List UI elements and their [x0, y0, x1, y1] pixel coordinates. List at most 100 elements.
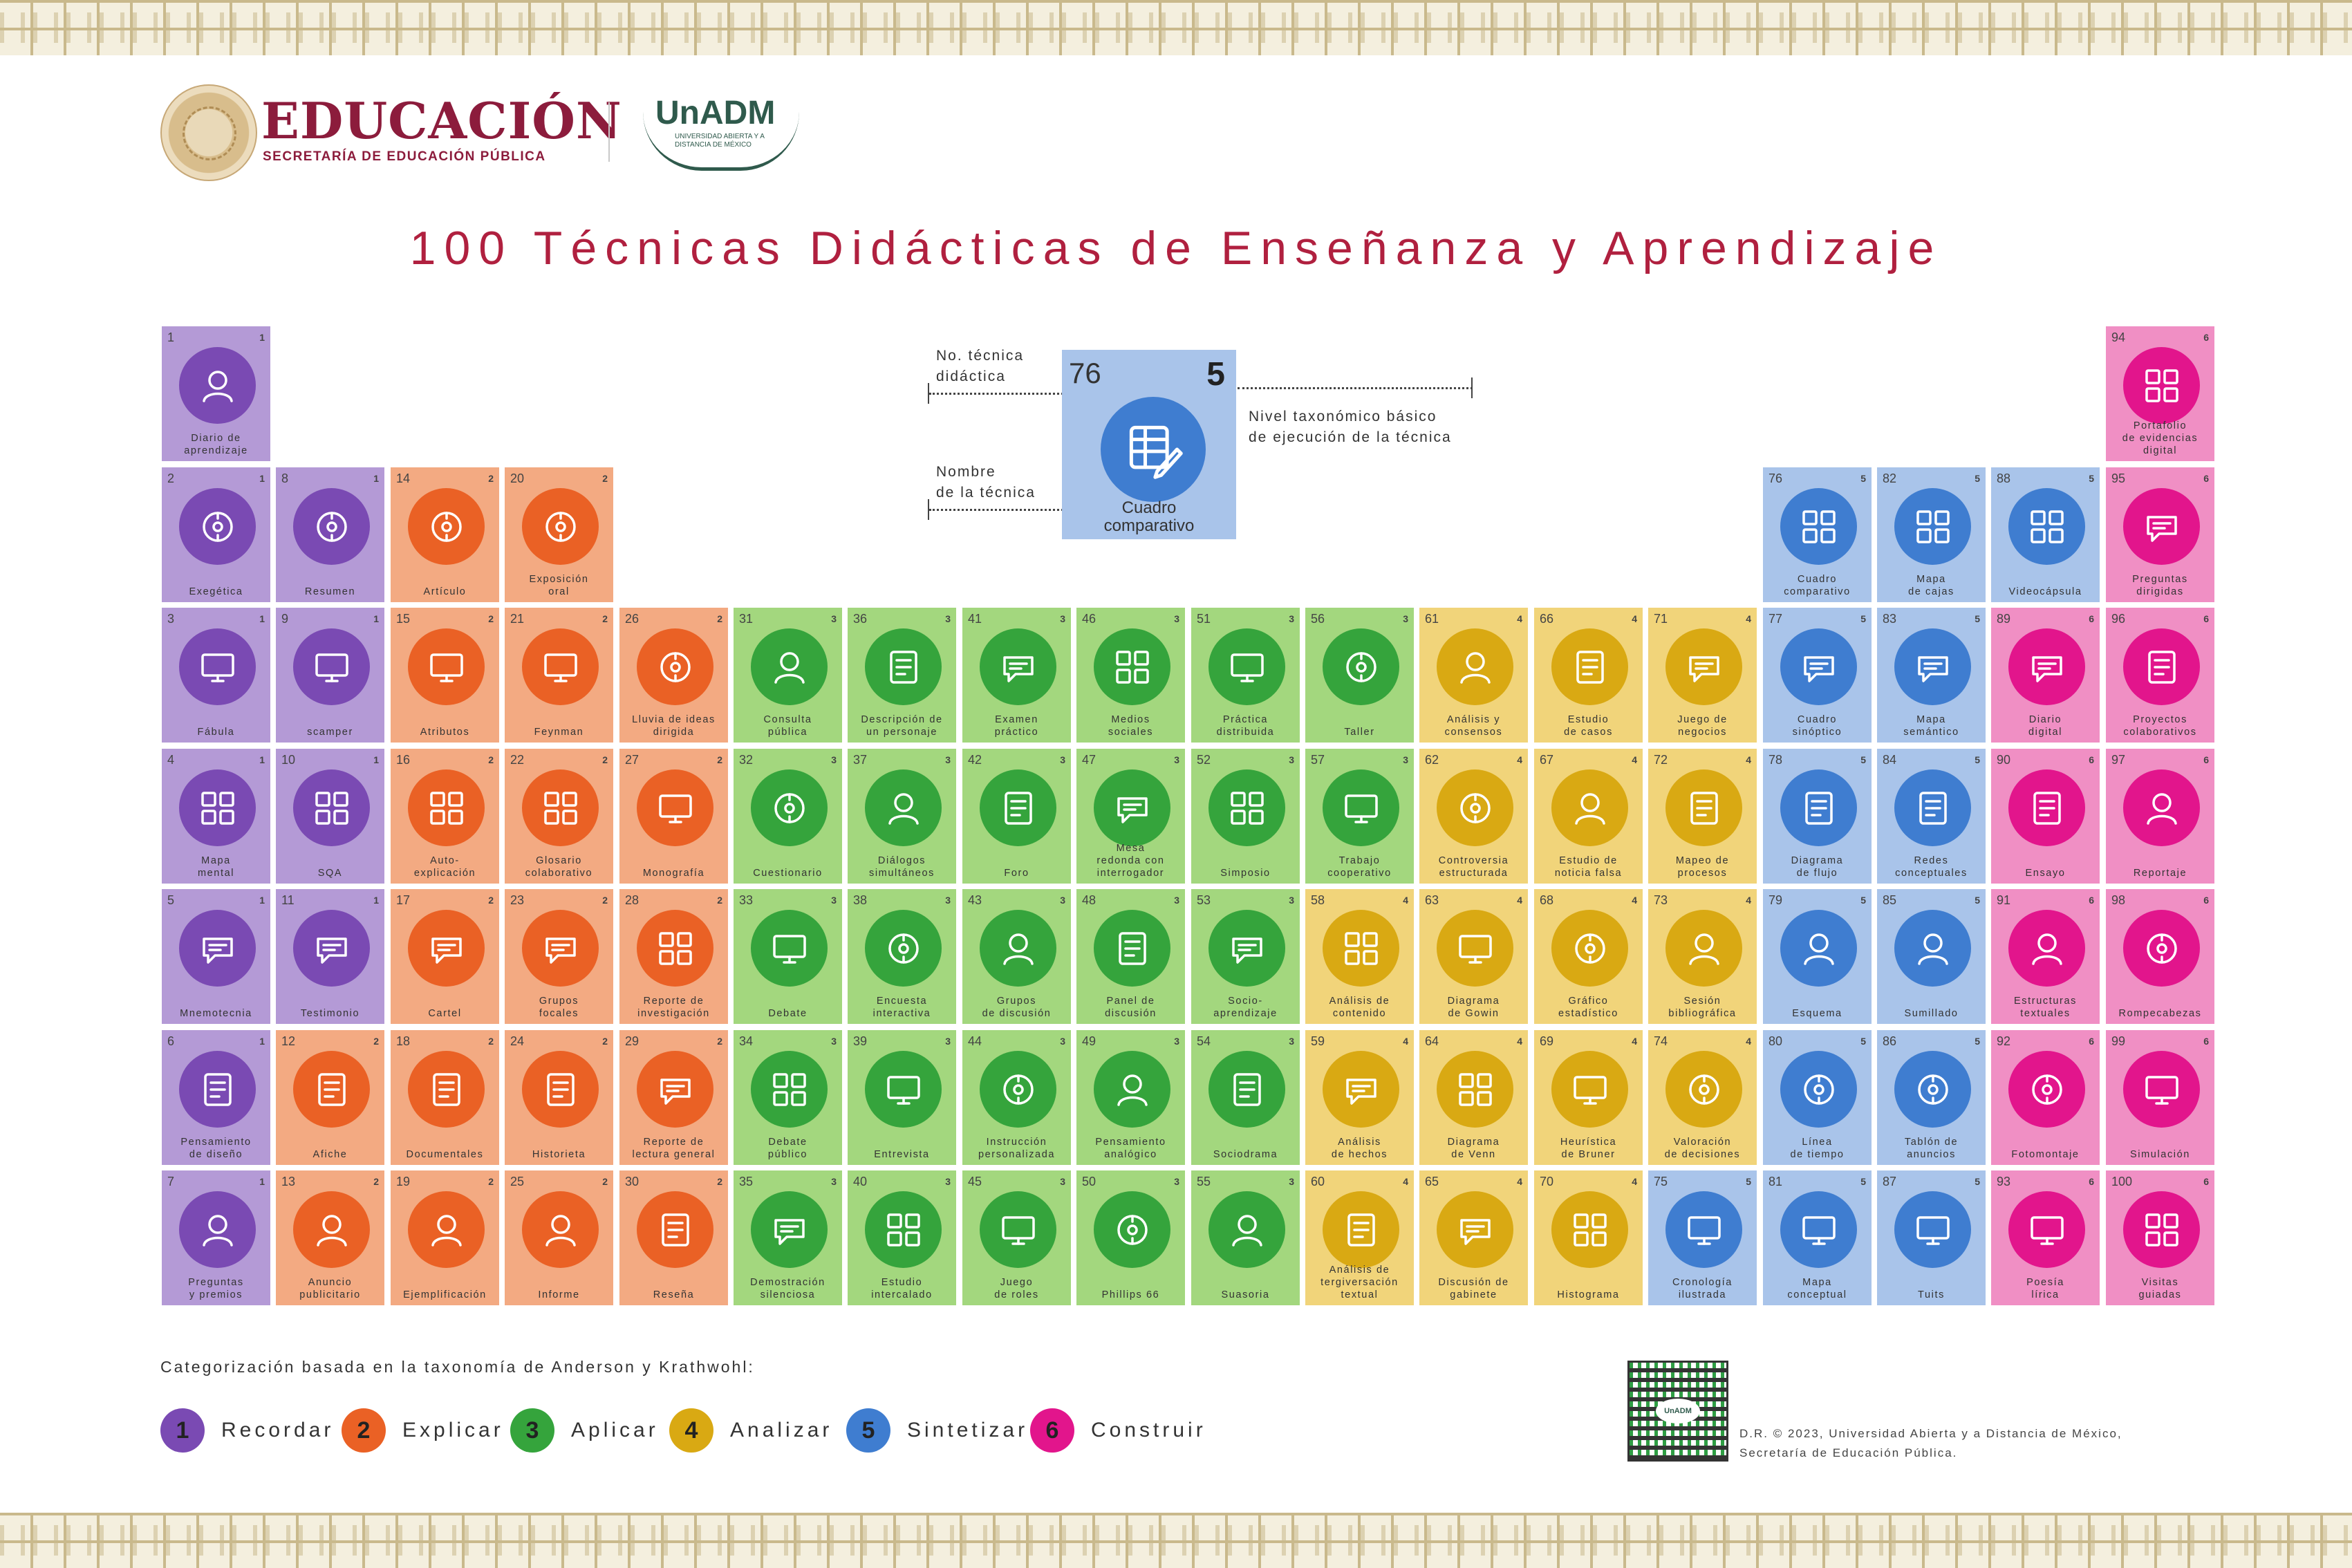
technique-number: 47 [1082, 753, 1096, 767]
technique-number: 82 [1883, 472, 1897, 485]
technique-cell-9: 9 1 scamper [274, 606, 386, 744]
technique-cell-12: 12 2 Afiche [274, 1029, 386, 1166]
legend-example-level: 5 [1206, 356, 1225, 393]
qr-code[interactable]: UnADM [1627, 1361, 1728, 1462]
categorization-title: Categorización basada en la taxonomía de… [160, 1358, 755, 1376]
technique-name: Atributos [420, 727, 470, 738]
technique-level: 4 [1517, 613, 1522, 624]
technique-number: 44 [968, 1034, 982, 1048]
technique-cell-72: 72 4 Mapeo de procesos [1647, 747, 1758, 885]
technique-cell-36: 36 3 Descripción de un personaje [846, 606, 958, 744]
head-gears-icon [179, 1051, 256, 1128]
category-label: Recordar [221, 1419, 335, 1441]
technique-cell-33: 33 3 Debate [732, 888, 843, 1025]
level-3-badge: 3 [510, 1408, 554, 1453]
technique-number: 56 [1311, 612, 1325, 626]
head-egg-icon [408, 769, 485, 846]
level-4-badge: 4 [669, 1408, 713, 1453]
technique-cell-21: 21 2 Feynman [503, 606, 615, 744]
technique-name: Cuestionario [753, 868, 823, 879]
tutor-screen-icon [980, 1051, 1056, 1128]
technique-level: 6 [2089, 895, 2094, 906]
technique-level: 4 [1517, 895, 1522, 906]
technique-name: Proyectos colaborativos [2123, 714, 2197, 738]
technique-cell-31: 31 3 Consulta pública [732, 606, 843, 744]
technique-level: 4 [1746, 613, 1751, 624]
technique-level: 3 [945, 895, 951, 906]
abc-blocks-icon [179, 910, 256, 987]
technique-name: Práctica distribuida [1216, 714, 1275, 738]
technique-number: 45 [968, 1175, 982, 1188]
book-magnifier-icon [1551, 628, 1628, 705]
technique-name: Visitas guiadas [2138, 1277, 2182, 1300]
technique-cell-96: 96 6 Proyectos colaborativos [2104, 606, 2216, 744]
technique-name: Trabajo cooperativo [1327, 855, 1392, 879]
technique-level: 2 [717, 613, 722, 624]
technique-cell-38: 38 3 Encuesta interactiva [846, 888, 958, 1025]
technique-name: Consulta pública [763, 714, 812, 738]
technique-name: Testimonio [300, 1008, 360, 1019]
rabbit-bubble-icon [179, 628, 256, 705]
technique-number: 80 [1768, 1034, 1783, 1048]
technique-cell-99: 99 6 Simulación [2104, 1029, 2216, 1166]
legend-number-tick [928, 383, 929, 404]
outline-icon [1780, 910, 1857, 987]
technique-number: 90 [1997, 753, 2011, 767]
technique-cell-61: 61 4 Análisis y consensos [1418, 606, 1529, 744]
questionnaire-icon [751, 769, 828, 846]
presenter-icon [522, 488, 599, 565]
technique-name: Ensayo [2025, 868, 2066, 879]
technique-cell-70: 70 4 Histograma [1533, 1169, 1644, 1307]
technique-number: 15 [396, 612, 411, 626]
technique-number: 48 [1082, 893, 1096, 907]
technique-number: 35 [739, 1175, 754, 1188]
qr-logo: UnADM [1656, 1399, 1700, 1424]
technique-level: 2 [602, 473, 608, 484]
technique-number: 96 [2111, 612, 2126, 626]
technique-cell-98: 98 6 Rompecabezas [2104, 888, 2216, 1025]
technique-level: 3 [1060, 1176, 1065, 1187]
unadm-swoosh-icon [643, 112, 799, 171]
technique-number: 51 [1197, 612, 1211, 626]
technique-number: 39 [853, 1034, 868, 1048]
technique-number: 87 [1883, 1175, 1897, 1188]
technique-level: 4 [1632, 1036, 1637, 1047]
technique-number: 34 [739, 1034, 754, 1048]
technique-cell-84: 84 5 Redes conceptuales [1876, 747, 1987, 885]
technique-level: 5 [1746, 1176, 1751, 1187]
technique-cell-88: 88 5 Videocápsula [1990, 466, 2101, 604]
shield-monitor-icon [751, 1191, 828, 1268]
network-node-icon [1894, 769, 1971, 846]
business-game-icon [1665, 628, 1742, 705]
technique-number: 74 [1654, 1034, 1668, 1048]
technique-number: 8 [281, 472, 289, 485]
technique-level: 3 [831, 895, 837, 906]
histogram-icon [1551, 1191, 1628, 1268]
technique-number: 91 [1997, 893, 2011, 907]
technique-name: Análisis y consensos [1444, 714, 1503, 738]
technique-cell-25: 25 2 Informe [503, 1169, 615, 1307]
technique-name: Taller [1344, 727, 1375, 738]
technique-level: 5 [1975, 1036, 1980, 1047]
clapperboard-icon [408, 1051, 485, 1128]
mind-map-icon [179, 769, 256, 846]
technique-name: Mapa semántico [1903, 714, 1959, 738]
process-map-icon [1665, 769, 1742, 846]
technique-level: 1 [373, 473, 379, 484]
technique-level: 4 [1403, 1036, 1408, 1047]
technique-name: Artículo [423, 586, 467, 597]
technique-name: Tuits [1918, 1289, 1945, 1300]
technique-level: 3 [1403, 754, 1408, 765]
technique-cell-53: 53 3 Socio- aprendizaje [1190, 888, 1301, 1025]
head-gear-icon [980, 628, 1056, 705]
technique-number: 94 [2111, 330, 2126, 344]
technique-cell-47: 47 3 Mesa redonda con interrogador [1075, 747, 1186, 885]
role-person-icon [980, 1191, 1056, 1268]
category-sintetizar: 5 Sintetizar [846, 1408, 1028, 1453]
technique-number: 7 [167, 1175, 175, 1188]
technique-level: 5 [1860, 895, 1866, 906]
timeline-tree-icon [1780, 1051, 1857, 1128]
technique-number: 37 [853, 753, 868, 767]
technique-level: 1 [259, 754, 265, 765]
unadm-wordmark: UnADM [655, 95, 776, 131]
